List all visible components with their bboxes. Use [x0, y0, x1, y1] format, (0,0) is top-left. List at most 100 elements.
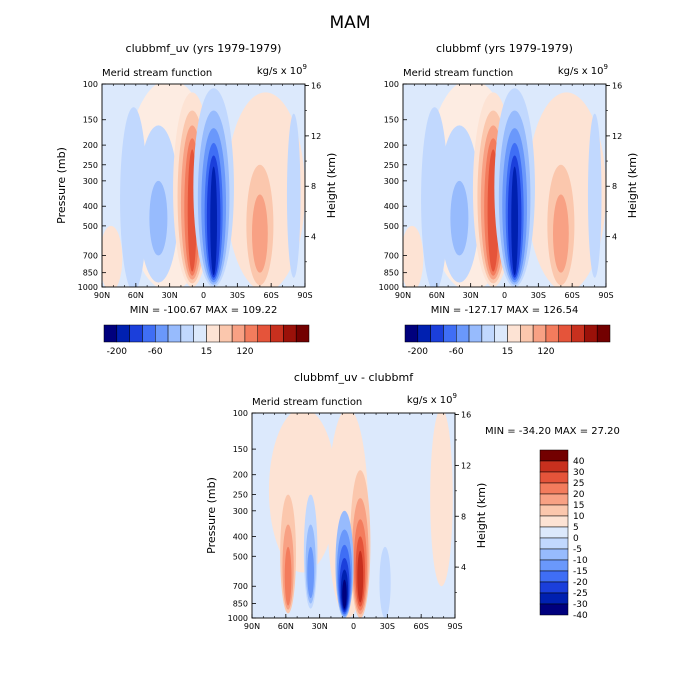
field-negative-cell — [210, 166, 218, 276]
y-tick-label: 300 — [233, 507, 248, 516]
y-tick-label: 100 — [233, 409, 248, 418]
colorbar-label: 5 — [573, 523, 579, 533]
x-tick-label: 90S — [447, 622, 462, 631]
y-tick-label: 400 — [233, 532, 248, 541]
colorbar-label: -40 — [573, 611, 588, 621]
field-layer — [252, 413, 455, 618]
height-axis-label: Height (km) — [325, 153, 338, 219]
height-tick-label: 12 — [461, 461, 471, 470]
y-tick-label: 200 — [233, 471, 248, 480]
field-weak-negative — [379, 546, 391, 618]
field-layer — [403, 84, 606, 287]
plot-title: clubbmf_uv (yrs 1979-1979) — [126, 42, 282, 55]
x-tick-label: 90N — [244, 622, 260, 631]
colorbar-label: -30 — [573, 600, 588, 610]
field-light-positive — [430, 413, 453, 587]
colorbar-label: 30 — [573, 468, 585, 478]
colorbar-swatch — [430, 324, 444, 343]
x-tick-label: 30S — [531, 291, 546, 300]
field-weak-negative — [421, 107, 449, 287]
y-tick-label: 700 — [384, 252, 399, 261]
plot-title: clubbmf_uv - clubbmf — [294, 371, 414, 384]
height-tick-label: 8 — [612, 182, 617, 191]
y-tick-label: 1000 — [78, 283, 98, 292]
colorbar-swatch — [539, 592, 569, 605]
units-exponent: 9 — [453, 392, 457, 400]
height-tick-label: 4 — [461, 563, 466, 572]
y-tick-label: 250 — [384, 161, 399, 170]
colorbar-label: -25 — [573, 589, 588, 599]
plot-title: clubbmf (yrs 1979-1979) — [436, 42, 573, 55]
x-tick-label: 30N — [162, 291, 178, 300]
colorbar-swatch — [404, 324, 419, 343]
y-tick-label: 300 — [83, 177, 98, 186]
x-tick-label: 30S — [230, 291, 245, 300]
height-tick-label: 12 — [311, 132, 321, 141]
height-axis-label: Height (km) — [626, 153, 639, 219]
min-max-label: MIN = -100.67 MAX = 109.22 — [130, 305, 278, 316]
y-tick-label: 1000 — [228, 614, 248, 623]
colorbar-label: 25 — [573, 479, 584, 489]
y-tick-label: 500 — [233, 552, 248, 561]
x-tick-label: 90N — [395, 291, 411, 300]
units-exponent: 9 — [303, 63, 307, 71]
field-weak-positive — [251, 194, 268, 273]
field-weak-positive — [552, 194, 569, 273]
colorbar-swatch — [539, 559, 569, 572]
field-weak-negative — [450, 180, 469, 256]
colorbar-swatch — [295, 324, 310, 343]
y-tick-label: 150 — [83, 116, 98, 125]
colorbar-label: 15 — [502, 347, 513, 357]
plot-subtitle: Merid stream function — [403, 68, 513, 79]
field-weak-negative — [120, 107, 148, 287]
colorbar-swatch — [539, 537, 569, 550]
colorbar-swatch — [539, 570, 569, 583]
y-tick-label: 100 — [83, 80, 98, 89]
plot-subtitle: Merid stream function — [102, 68, 212, 79]
colorbar-swatch — [596, 324, 611, 343]
colorbar-swatch — [558, 324, 572, 343]
y-axis-label: Pressure (mb) — [55, 147, 68, 224]
colorbar-swatch — [584, 324, 598, 343]
colorbar-swatch — [167, 324, 182, 343]
colorbar-swatch — [539, 504, 569, 517]
colorbar-swatch — [539, 460, 569, 473]
x-tick-label: 0 — [201, 291, 206, 300]
x-tick-label: 90S — [297, 291, 312, 300]
y-tick-label: 250 — [233, 491, 248, 500]
colorbar-label: -200 — [408, 347, 429, 357]
units-label: kg/s x 109 — [558, 63, 608, 77]
y-tick-label: 200 — [83, 141, 98, 150]
field-negative-cell — [511, 166, 519, 276]
y-tick-label: 300 — [384, 177, 399, 186]
colorbar-label: -5 — [573, 545, 582, 555]
x-tick-label: 60S — [264, 291, 279, 300]
colorbar-swatch — [270, 324, 284, 343]
y-tick-label: 200 — [384, 141, 399, 150]
colorbar-label: -200 — [107, 347, 128, 357]
height-axis-label: Height (km) — [475, 483, 488, 549]
colorbar-swatch — [129, 324, 143, 343]
colorbar-swatch — [193, 324, 207, 343]
height-tick-label: 4 — [311, 233, 316, 242]
height-tick-label: 4 — [612, 233, 617, 242]
colorbar-swatch — [539, 603, 569, 616]
height-tick-label: 16 — [311, 81, 321, 90]
colorbar-swatch — [507, 324, 521, 343]
colorbar-swatch — [539, 548, 569, 561]
height-tick-label: 16 — [461, 411, 471, 420]
x-tick-label: 60N — [278, 622, 294, 631]
colorbar-label: 15 — [201, 347, 212, 357]
field-light-positive — [403, 225, 424, 287]
height-tick-label: 16 — [612, 81, 622, 90]
y-tick-label: 150 — [233, 445, 248, 454]
y-tick-label: 700 — [83, 252, 98, 261]
colorbar-swatch — [539, 515, 569, 528]
colorbar-swatch — [539, 581, 569, 594]
x-tick-label: 60S — [414, 622, 429, 631]
colorbar-swatch — [180, 324, 194, 343]
y-tick-label: 850 — [83, 269, 98, 278]
y-tick-label: 1000 — [379, 283, 399, 292]
colorbar-swatch — [494, 324, 508, 343]
